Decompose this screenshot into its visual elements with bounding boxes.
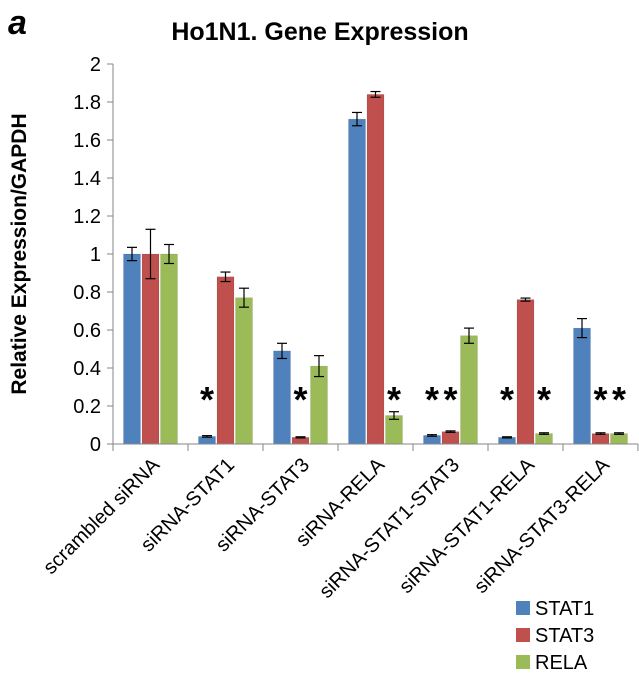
significance-asterisk: * <box>443 379 457 420</box>
bar <box>141 253 160 445</box>
y-tick-label: 1.8 <box>73 92 101 114</box>
bar <box>273 350 291 445</box>
significance-asterisk: * <box>593 379 607 420</box>
y-tick-label: 0 <box>90 434 101 456</box>
significance-asterisk: * <box>612 379 626 420</box>
y-tick-label: 0.6 <box>73 320 101 342</box>
y-tick-label: 1.2 <box>73 206 101 228</box>
bar <box>441 431 460 445</box>
legend-swatch <box>516 601 530 615</box>
y-tick-label: 0.8 <box>73 282 101 304</box>
legend: STAT1 STAT3 RELA <box>516 598 594 674</box>
y-tick-label: 2 <box>90 54 101 76</box>
significance-asterisk: * <box>387 379 401 420</box>
bar <box>235 297 253 445</box>
y-axis-label: Relative Expression/GAPDH <box>8 113 31 394</box>
bar <box>366 94 385 445</box>
y-tick-label: 0.4 <box>73 358 101 380</box>
x-tick-label: siRNA-STAT1-RELA <box>395 454 539 598</box>
bar <box>160 253 178 445</box>
legend-label: STAT3 <box>535 625 594 647</box>
y-tick-label: 1.4 <box>73 168 101 190</box>
legend-swatch <box>516 628 530 642</box>
bar <box>460 335 478 445</box>
y-tick-label: 1.6 <box>73 130 101 152</box>
bar <box>610 433 628 445</box>
bar <box>591 433 610 445</box>
bar <box>573 327 591 445</box>
x-tick-label: siRNA-STAT3-RELA <box>470 454 614 598</box>
significance-asterisk: * <box>200 379 214 420</box>
bar <box>123 253 141 445</box>
significance-asterisk: * <box>425 379 439 420</box>
bar <box>310 365 328 445</box>
legend-label: RELA <box>535 652 588 674</box>
bar <box>535 433 553 445</box>
significance-asterisk: * <box>537 379 551 420</box>
x-tick-label: scrambled siRNA <box>39 454 164 579</box>
legend-swatch <box>516 655 530 669</box>
plot-area: 00.20.40.60.811.21.41.61.82* * * * * * * * *scra… <box>39 54 639 603</box>
significance-asterisk: * <box>500 379 514 420</box>
x-tick-label: siRNA-STAT1-STAT3 <box>315 454 464 603</box>
chart-title: Ho1N1. Gene Expression <box>171 18 468 46</box>
legend-label: STAT1 <box>535 598 594 620</box>
bar <box>348 118 366 445</box>
bar <box>216 276 235 445</box>
significance-asterisk: * <box>293 379 307 420</box>
bar <box>516 299 535 445</box>
y-tick-label: 1 <box>90 244 101 266</box>
panel-letter: a <box>8 4 27 42</box>
y-tick-label: 0.2 <box>73 396 101 418</box>
